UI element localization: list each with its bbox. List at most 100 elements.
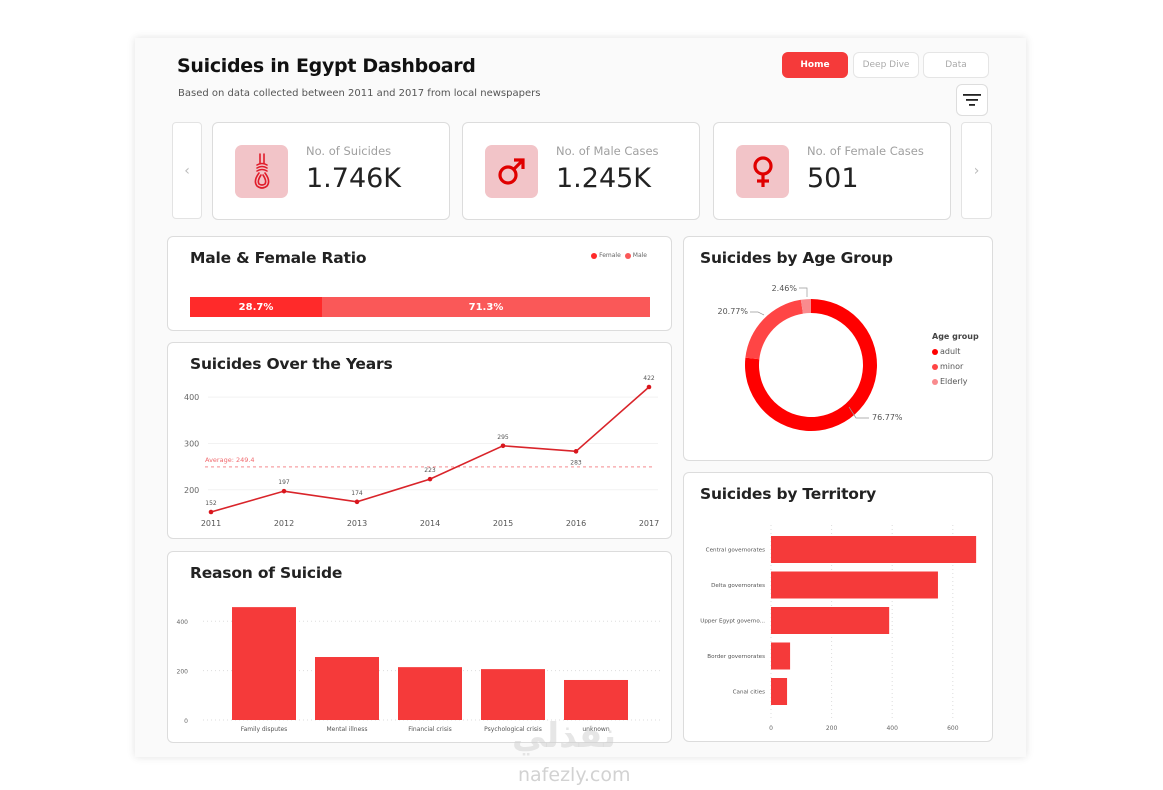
x-tick-label: 2016 — [566, 519, 586, 528]
age-card: Suicides by Age Group 76.77% 20.77% 2.46% … — [683, 236, 993, 461]
female-icon — [752, 155, 773, 187]
x-tick-label: 2013 — [347, 519, 367, 528]
kpi-card-total: No. of Suicides 1.746K — [212, 122, 450, 220]
carousel-next-button[interactable]: › — [961, 122, 992, 219]
kpi-card-male: No. of Male Cases 1.245K — [462, 122, 700, 220]
ratio-label-male: 71.3% — [468, 301, 504, 313]
slice-label: 20.77% — [717, 307, 748, 316]
donut-slice-minor — [745, 299, 803, 360]
x-tick-label: Family disputes — [241, 726, 288, 733]
territory-bar-chart: 0 200 400 600 Central governorates Delta gove… — [700, 525, 977, 732]
series-line — [210, 386, 650, 513]
ratio-card: Male & Female Ratio Female Male 28.7% 71… — [167, 236, 672, 331]
x-tick-label: 2012 — [274, 519, 294, 528]
legend-label: Elderly — [940, 377, 968, 386]
y-tick-label: Delta governorates — [711, 583, 765, 589]
age-title: Suicides by Age Group — [700, 249, 893, 267]
data-label: 197 — [278, 479, 290, 486]
x-tick-label: 400 — [886, 725, 898, 732]
legend-label: Male — [632, 252, 647, 259]
nav-home-button[interactable]: Home — [782, 52, 848, 78]
legend-dot — [591, 252, 598, 259]
kpi-value: 1.245K — [556, 163, 652, 194]
bar — [232, 607, 296, 720]
ratio-legend: Female Male — [591, 252, 647, 259]
x-tick-label: 0 — [769, 725, 773, 732]
data-label: 174 — [351, 490, 363, 497]
chevron-left-icon: ‹ — [184, 162, 190, 179]
data-label: 152 — [205, 500, 217, 507]
data-point — [500, 443, 506, 449]
y-tick-label: Upper Egypt governo... — [700, 619, 765, 625]
ratio-segment-male[interactable]: 71.3% — [322, 297, 650, 317]
kpi-label: No. of Male Cases — [556, 144, 659, 158]
kpi-label: No. of Suicides — [306, 144, 392, 158]
nav-deep-dive-button[interactable]: Deep Dive — [853, 52, 919, 78]
legend-dot — [932, 348, 938, 355]
y-tick-label: 300 — [184, 439, 199, 448]
male-icon — [497, 157, 525, 185]
kpi-icon-box — [235, 145, 288, 198]
territory-title: Suicides by Territory — [700, 485, 877, 503]
bar — [771, 607, 890, 634]
years-title: Suicides Over the Years — [190, 355, 393, 373]
ratio-title: Male & Female Ratio — [190, 249, 367, 267]
ratio-segment-female[interactable]: 28.7% — [190, 297, 323, 317]
reason-title: Reason of Suicide — [190, 564, 343, 582]
kpi-icon-box — [485, 145, 538, 198]
x-tick-label: 600 — [947, 725, 959, 732]
data-point — [427, 476, 433, 482]
data-label: 422 — [643, 375, 655, 382]
slice-label: 76.77% — [872, 413, 903, 422]
data-label: 295 — [497, 434, 509, 441]
data-point — [573, 449, 579, 454]
filter-icon — [963, 94, 981, 106]
slice-label: 2.46% — [772, 284, 798, 293]
nav-data-button[interactable]: Data — [923, 52, 989, 78]
legend-dot — [932, 378, 938, 385]
bar — [564, 679, 628, 720]
legend-item-male[interactable]: Male — [624, 252, 647, 259]
watermark-text: nafezly.com — [518, 764, 631, 786]
y-tick-label: Central governorates — [706, 548, 765, 554]
bar — [315, 657, 379, 720]
x-tick-label: 2017 — [639, 519, 659, 528]
x-tick-label: unknown — [582, 726, 609, 733]
x-tick-label: 200 — [826, 725, 838, 732]
data-point — [281, 488, 287, 494]
legend-item-elderly[interactable]: Elderly — [932, 377, 979, 386]
bar — [398, 667, 462, 720]
data-label: 223 — [424, 467, 436, 474]
kpi-value: 501 — [807, 163, 859, 194]
ratio-bar: 28.7% 71.3% — [190, 297, 650, 317]
data-point — [354, 499, 360, 505]
carousel-prev-button[interactable]: ‹ — [172, 122, 202, 219]
legend-item-minor[interactable]: minor — [932, 362, 979, 371]
x-tick-label: Financial crisis — [408, 726, 452, 733]
y-tick-label: Border governorates — [707, 654, 765, 660]
kpi-icon-box — [736, 145, 789, 198]
data-label: 283 — [570, 459, 582, 466]
bar — [481, 669, 545, 720]
bar — [771, 678, 788, 705]
age-donut-chart: 76.77% 20.77% 2.46% — [717, 284, 903, 431]
watermark-arabic: نفذلي — [512, 716, 617, 756]
territory-card: Suicides by Territory 0 200 400 600 Central … — [683, 472, 993, 742]
legend-item-female[interactable]: Female — [591, 252, 621, 259]
y-tick-label: 200 — [177, 669, 189, 676]
legend-item-adult[interactable]: adult — [932, 347, 979, 356]
filter-button[interactable] — [956, 84, 988, 116]
legend-dot — [932, 363, 938, 370]
reason-bar-chart: 0 200 400 Family disputes Mental illness Fina… — [177, 607, 663, 733]
age-legend: Age group adult minor Elderly — [932, 332, 979, 386]
donut-slice-elderly — [800, 299, 811, 314]
legend-label: Female — [599, 252, 621, 259]
y-tick-label: 400 — [184, 393, 199, 402]
chevron-right-icon: › — [973, 162, 980, 179]
y-tick-label: 200 — [184, 486, 199, 495]
years-line-chart: 200 300 400 Average: 249.4 152 2011 197 2012 174… — [184, 375, 659, 528]
average-label: Average: 249.4 — [205, 456, 255, 464]
legend-dot — [624, 252, 631, 259]
y-tick-label: Canal cities — [733, 690, 765, 696]
kpi-label: No. of Female Cases — [807, 144, 924, 158]
